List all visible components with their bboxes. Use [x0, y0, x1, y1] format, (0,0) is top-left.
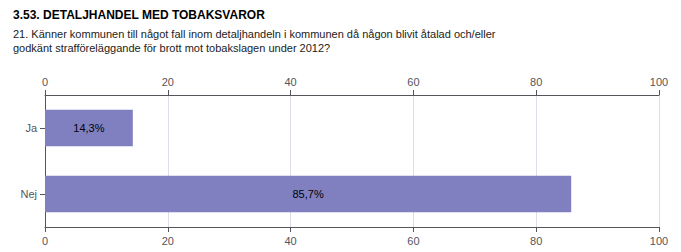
- svg-text:21. Känner kommunen till något: 21. Känner kommunen till något fall inom…: [13, 28, 496, 40]
- svg-text:3.53. DETALJHANDEL MED TOBAKSV: 3.53. DETALJHANDEL MED TOBAKSVAROR: [13, 8, 265, 22]
- svg-text:20: 20: [162, 235, 174, 247]
- svg-text:0: 0: [42, 235, 48, 247]
- svg-text:80: 80: [530, 76, 542, 88]
- svg-text:14,3%: 14,3%: [73, 122, 104, 134]
- svg-text:85,7%: 85,7%: [292, 188, 323, 200]
- svg-text:80: 80: [530, 235, 542, 247]
- svg-text:60: 60: [407, 76, 419, 88]
- svg-text:0: 0: [42, 76, 48, 88]
- svg-text:40: 40: [284, 235, 296, 247]
- svg-text:20: 20: [162, 76, 174, 88]
- svg-text:60: 60: [407, 235, 419, 247]
- svg-text:100: 100: [650, 76, 668, 88]
- svg-text:Nej: Nej: [20, 188, 37, 200]
- svg-text:godkänt strafföreläggande för: godkänt strafföreläggande för brott mot …: [13, 42, 330, 54]
- svg-text:40: 40: [284, 76, 296, 88]
- svg-text:100: 100: [650, 235, 668, 247]
- svg-text:Ja: Ja: [25, 122, 38, 134]
